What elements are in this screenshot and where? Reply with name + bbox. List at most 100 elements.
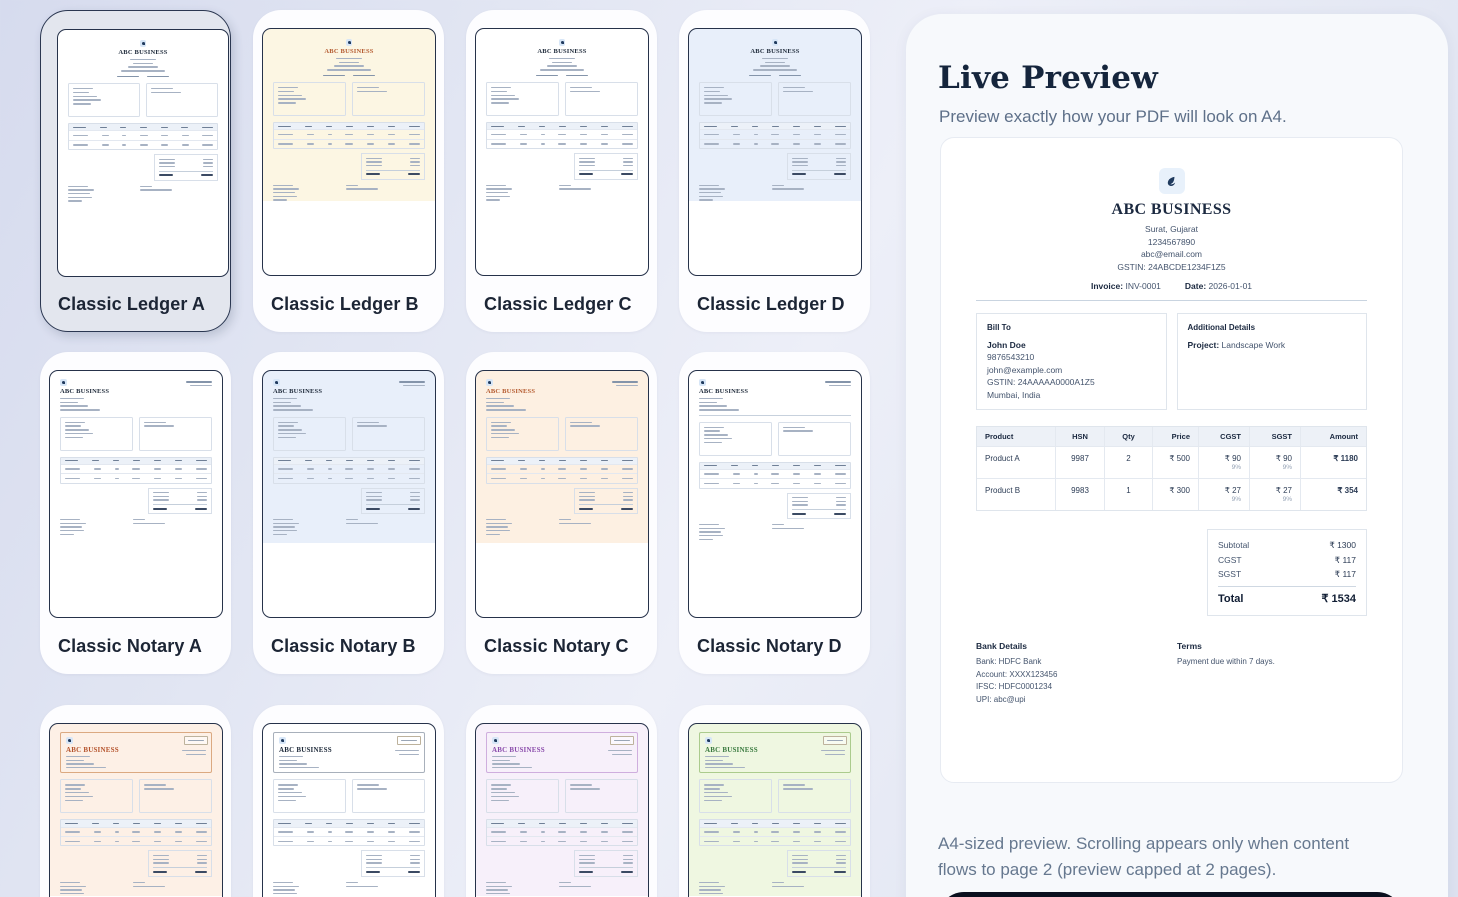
download-button[interactable] [938,892,1403,897]
template-card-classic-ledger-b[interactable]: ABC BUSINESS Classic Ledger B [253,10,444,332]
template-card-template-10[interactable]: ABC BUSINESS [253,705,444,897]
table-row: Product A 9987 2 ₹ 500 ₹ 90 9% ₹ 90 9% ₹ 1… [977,446,1366,478]
cell-price: ₹ 500 [1153,447,1199,478]
items-table: Product HSN Qty Price CGST SGST Amount P… [976,426,1367,511]
invoice-preview-page: ABC BUSINESS Surat, Gujarat 1234567890 a… [940,137,1403,783]
template-label: Classic Ledger A [58,294,205,314]
header-divider [976,300,1367,301]
sgst-row: SGST ₹ 117 [1218,567,1356,582]
subtotal-label: Subtotal [1218,540,1250,550]
template-grid-row-3: ABC BUSINESS ABC BUSINESS ABC BUSINESS ABC … [40,705,870,897]
page-subtitle: Preview exactly how your PDF will look o… [939,107,1287,126]
bank-line: IFSC: HDFC0001234 [976,682,1053,691]
cgst-rate: 9% [1231,496,1241,503]
template-card-template-9[interactable]: ABC BUSINESS [40,705,231,897]
template-label: Classic Notary C [484,636,629,656]
business-gstin: GSTIN: 24ABCDE1234F1Z5 [1117,261,1226,272]
cell-amount: ₹ 354 [1337,486,1358,495]
template-thumbnail: ABC BUSINESS [688,370,862,618]
template-card-classic-ledger-d[interactable]: ABC BUSINESS Classic Ledger D [679,10,870,332]
template-thumbnail: ABC BUSINESS [688,28,862,276]
invoice-date-label: Date: [1184,281,1207,291]
template-card-classic-notary-a[interactable]: ABC BUSINESS Classic Notary A [40,352,231,674]
col-price: Price [1153,427,1199,446]
cgst-amount: ₹ 90 [1224,454,1241,463]
bank-details-heading: Bank Details [976,640,1028,651]
cell-product: Product A [977,447,1056,478]
totals-box: Subtotal ₹ 1300 CGST ₹ 117 SGST ₹ 117 Total… [1207,529,1367,616]
template-grid-row-1: ABC BUSINESS Classic Ledger A ABC BUSINESS… [40,10,870,332]
table-row: Product B 9983 1 ₹ 300 ₹ 27 9% ₹ 27 9% ₹ 3… [977,478,1366,510]
template-thumbnail: ABC BUSINESS [475,28,649,276]
bill-to-city: Mumbai, India [987,389,1041,400]
sgst-amount: ₹ 27 [1275,486,1292,495]
total-row: Total ₹ 1534 [1218,585,1356,606]
business-email: abc@email.com [1140,249,1203,259]
template-thumbnail: ABC BUSINESS [49,370,223,618]
cell-cgst: ₹ 90 9% [1199,447,1250,478]
invoice-date-value: 2026-01-01 [1208,281,1253,291]
template-thumbnail: ABC BUSINESS [49,723,223,897]
invoice-meta: Invoice: INV-0001 Date: 2026-01-01 [976,281,1367,291]
cgst-amount: ₹ 27 [1224,486,1241,495]
col-product: Product [977,427,1056,446]
terms-line: Payment due within 7 days. [1177,657,1275,666]
preview-note: A4-sized preview. Scrolling appears only… [938,834,1350,879]
bill-to-heading: Bill To [987,323,1011,332]
live-preview-panel: Live Preview Preview exactly how your PD… [906,14,1448,897]
bank-details: Bank Details Bank: HDFC Bank Account: XX… [976,640,1177,707]
invoice-number: Invoice: INV-0001 [1091,281,1161,291]
business-contact: Surat, Gujarat 1234567890 abc@email.com … [976,223,1367,273]
template-thumbnail: ABC BUSINESS [57,29,229,277]
subtotal-row: Subtotal ₹ 1300 [1218,538,1356,553]
cgst-row: CGST ₹ 117 [1218,553,1356,568]
sgst-label: SGST [1218,569,1242,579]
sgst-rate: 9% [1282,496,1292,503]
cell-hsn: 9983 [1056,479,1105,510]
template-label: Classic Ledger C [484,294,632,314]
template-label: Classic Notary D [697,636,842,656]
sgst-value: ₹ 117 [1334,569,1356,579]
template-thumbnail: ABC BUSINESS [475,370,649,618]
invoice-number-label: Invoice: [1090,281,1124,291]
template-label: Classic Notary B [271,636,416,656]
business-name: ABC BUSINESS [1111,201,1232,218]
items-table-header: Product HSN Qty Price CGST SGST Amount [977,427,1366,446]
business-phone: 1234567890 [1147,236,1196,247]
template-card-template-12[interactable]: ABC BUSINESS [679,705,870,897]
col-hsn: HSN [1056,427,1105,446]
cgst-label: CGST [1218,554,1242,565]
cell-sgst: ₹ 27 9% [1250,479,1301,510]
project-label: Project: [1187,339,1220,350]
template-label: Classic Ledger B [271,294,419,314]
cell-product: Product B [977,479,1056,510]
template-card-classic-ledger-a[interactable]: ABC BUSINESS Classic Ledger A [40,10,231,332]
total-label: Total [1218,592,1244,605]
terms: Terms Payment due within 7 days. [1177,640,1275,707]
terms-heading: Terms [1177,640,1202,651]
cell-qty: 1 [1105,479,1153,510]
template-card-template-11[interactable]: ABC BUSINESS [466,705,657,897]
template-card-classic-ledger-c[interactable]: ABC BUSINESS Classic Ledger C [466,10,657,332]
cell-sgst: ₹ 90 9% [1250,447,1301,478]
cgst-value: ₹ 117 [1334,554,1356,565]
template-card-classic-notary-b[interactable]: ABC BUSINESS Classic Notary B [253,352,444,674]
bill-to-name: John Doe [987,339,1026,350]
bill-to-phone: 9876543210 [987,352,1035,362]
col-cgst: CGST [1199,427,1250,446]
bill-to-box: Bill To John Doe 9876543210 john@example… [976,313,1167,410]
template-thumbnail: ABC BUSINESS [262,28,436,276]
additional-details-box: Additional Details Project: Landscape Wo… [1176,313,1367,410]
template-card-classic-notary-d[interactable]: ABC BUSINESS Classic Notary D [679,352,870,674]
bank-line: Account: XXXX123456 [976,669,1058,679]
business-address: Surat, Gujarat [1145,224,1198,234]
sgst-rate: 9% [1282,464,1292,471]
invoice-number-value: INV-0001 [1125,281,1161,291]
project-line: Project: Landscape Work [1188,339,1357,352]
template-thumbnail: ABC BUSINESS [475,723,649,897]
template-label: Classic Notary A [58,636,202,656]
bank-line: Bank: HDFC Bank [976,657,1042,666]
template-card-classic-notary-c[interactable]: ABC BUSINESS Classic Notary C [466,352,657,674]
cell-qty: 2 [1105,447,1153,478]
subtotal-value: ₹ 1300 [1329,540,1356,550]
